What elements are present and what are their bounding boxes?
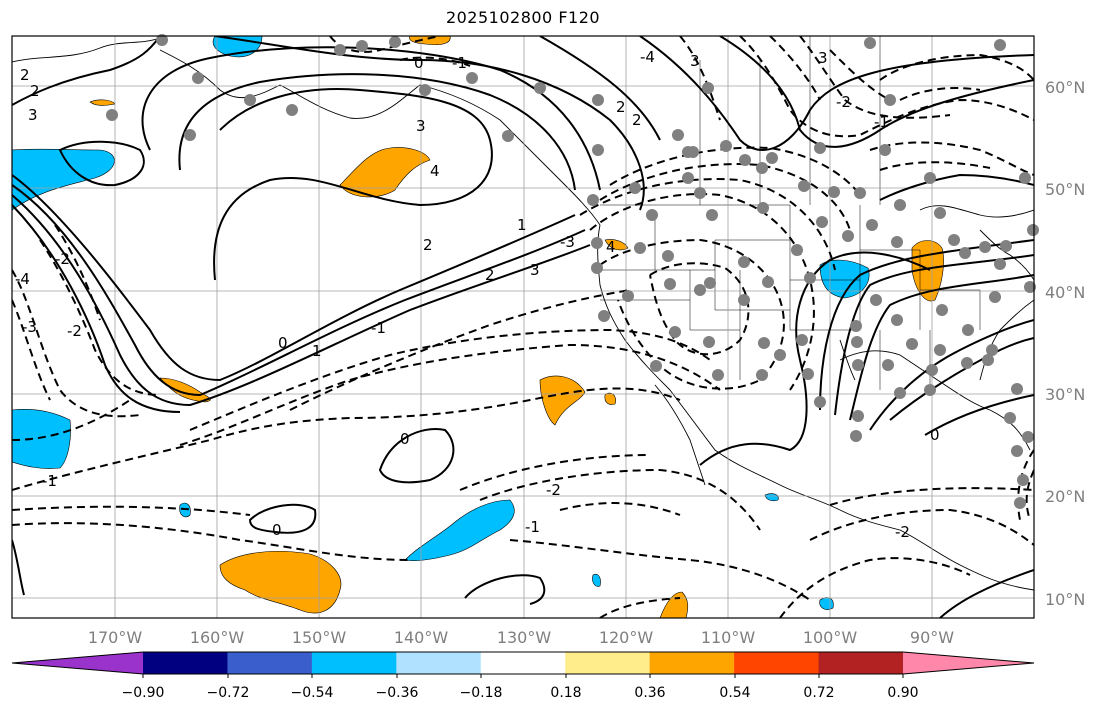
lon-label-100w: 100°W bbox=[803, 628, 858, 647]
contour-label: -3 bbox=[22, 318, 37, 336]
lat-label-60n: 60°N bbox=[1045, 78, 1085, 97]
lon-label-150w: 150°W bbox=[292, 628, 347, 647]
colorbar-tick-label: 0.90 bbox=[887, 685, 918, 701]
colorbar-segment bbox=[227, 652, 313, 674]
contour-label: -4 bbox=[15, 270, 30, 288]
dashed-contours bbox=[12, 36, 1034, 618]
contour-label: -2 bbox=[546, 481, 561, 499]
contour-label: 2 bbox=[616, 98, 626, 116]
colorbar-segment bbox=[818, 652, 904, 674]
colorbar-tick-label: 0.54 bbox=[719, 685, 750, 701]
contour-label: 3 bbox=[690, 52, 700, 70]
contour-label: -1 bbox=[874, 113, 889, 131]
longitude-labels: 170°W 160°W 150°W 140°W 130°W 120°W 110°… bbox=[88, 628, 954, 647]
contour-label: -2 bbox=[895, 523, 910, 541]
map-frame bbox=[11, 35, 1035, 619]
contour-label: -1 bbox=[42, 472, 57, 490]
colorbar-segment bbox=[480, 652, 566, 674]
contour-label: 2 bbox=[632, 111, 642, 129]
lon-label-90w: 90°W bbox=[910, 628, 954, 647]
colorbar-segment bbox=[396, 652, 482, 674]
contour-label: 1 bbox=[312, 342, 322, 360]
contour-label: 4 bbox=[430, 162, 440, 180]
contour-label: 2 bbox=[20, 66, 30, 84]
colorbar-tick-label: −0.54 bbox=[291, 685, 334, 701]
station-markers bbox=[106, 34, 1039, 509]
lon-label-110w: 110°W bbox=[701, 628, 756, 647]
contour-label: 4 bbox=[606, 238, 616, 256]
gridlines bbox=[12, 36, 1034, 618]
contour-label: 0 bbox=[414, 54, 424, 72]
colorbar: −0.90 −0.72 −0.54 −0.36 −0.18 0.18 0.36 0.54 0.7… bbox=[11, 651, 1035, 701]
contour-label: 3 bbox=[530, 261, 540, 279]
colorbar-tick-label: −0.90 bbox=[122, 685, 165, 701]
lon-label-130w: 130°W bbox=[497, 628, 552, 647]
colorbar-extend-high bbox=[903, 652, 1034, 674]
colorbar-segment bbox=[734, 652, 820, 674]
lon-label-140w: 140°W bbox=[394, 628, 449, 647]
contour-label: -2 bbox=[67, 322, 82, 340]
contour-label: -1 bbox=[452, 54, 467, 72]
colorbar-segment bbox=[565, 652, 651, 674]
colorbar-tick-label: 0.72 bbox=[803, 685, 834, 701]
colorbar-segment bbox=[649, 652, 735, 674]
contour-label: -1 bbox=[525, 518, 540, 536]
colorbar-segment bbox=[143, 652, 228, 674]
colorbar-tick-label: 0.18 bbox=[550, 685, 581, 701]
lat-label-50n: 50°N bbox=[1045, 180, 1085, 199]
lat-label-10n: 10°N bbox=[1045, 590, 1085, 609]
latitude-labels: 60°N 50°N 40°N 30°N 20°N 10°N bbox=[1045, 78, 1085, 609]
contour-label: 3 bbox=[416, 117, 426, 135]
colorbar-extend-low bbox=[12, 652, 143, 674]
colorbar-tick-label: 0.36 bbox=[634, 685, 665, 701]
lat-label-20n: 20°N bbox=[1045, 487, 1085, 506]
colorbar-segment bbox=[311, 652, 397, 674]
contour-label: 0 bbox=[930, 426, 940, 444]
contour-label: 0 bbox=[278, 334, 288, 352]
map-title: 2025102800 F120 bbox=[445, 8, 601, 27]
contour-label: -1 bbox=[371, 319, 386, 337]
lat-label-40n: 40°N bbox=[1045, 283, 1085, 302]
contour-label: 2 bbox=[30, 82, 40, 100]
lon-label-120w: 120°W bbox=[599, 628, 654, 647]
colorbar-tick-label: −0.72 bbox=[207, 685, 250, 701]
colorbar-tick-label: −0.18 bbox=[460, 685, 503, 701]
contour-label: 2 bbox=[485, 266, 495, 284]
contour-labels: 2 2 3 3 4 0 1 2 -1 -1 0 1 2 3 -2 -1 0 -2… bbox=[15, 48, 940, 541]
state-borders bbox=[600, 36, 981, 390]
contour-label: 1 bbox=[517, 216, 527, 234]
contour-label: 3 bbox=[28, 106, 38, 124]
contour-label: -2 bbox=[836, 93, 851, 111]
contour-label: -2 bbox=[55, 250, 70, 268]
contour-label: -3 bbox=[560, 233, 575, 251]
colorbar-tick-label: −0.36 bbox=[376, 685, 419, 701]
contour-label: 0 bbox=[400, 430, 410, 448]
contour-label: 2 bbox=[423, 236, 433, 254]
contour-label: -4 bbox=[640, 48, 655, 66]
lat-label-30n: 30°N bbox=[1045, 385, 1085, 404]
contour-label: 3 bbox=[818, 49, 828, 67]
contour-label: 0 bbox=[272, 521, 282, 539]
lon-label-160w: 160°W bbox=[190, 628, 245, 647]
lon-label-170w: 170°W bbox=[88, 628, 143, 647]
